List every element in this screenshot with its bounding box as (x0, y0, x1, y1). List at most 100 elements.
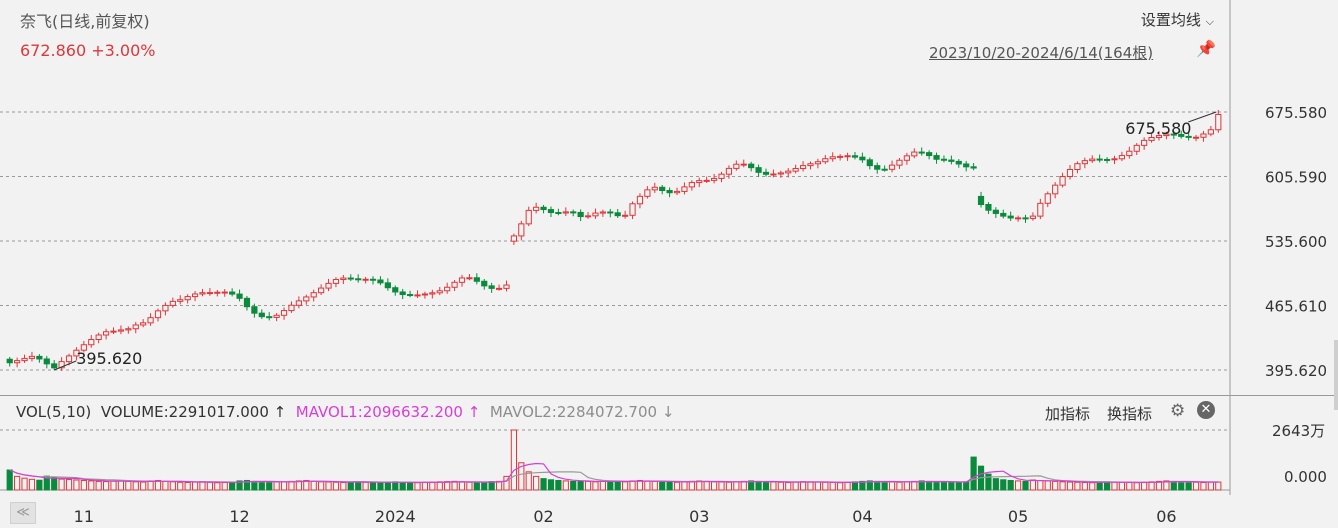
candle-body (770, 173, 777, 176)
candle-body (407, 294, 414, 297)
candle-body (703, 179, 710, 182)
volume-bar (1052, 480, 1059, 491)
volume-bar (1037, 479, 1044, 491)
switch-indicator-button[interactable]: 换指标 (1107, 405, 1153, 423)
candle-body (785, 170, 792, 174)
candle-body (80, 344, 87, 351)
candle-body (829, 156, 836, 160)
volume-bar (169, 481, 176, 491)
candle-body (310, 292, 317, 298)
candle-body (429, 292, 436, 295)
volume-bar (162, 480, 169, 491)
candle-body (362, 278, 369, 281)
ma-settings-button[interactable]: 设置均线 ⌵ (1141, 9, 1214, 30)
add-indicator-button[interactable]: 加指标 (1045, 405, 1091, 423)
candle-body (65, 355, 73, 363)
volume-bar (1163, 480, 1170, 491)
candle-body (177, 299, 184, 302)
candle-body (940, 158, 948, 161)
volume-bar (518, 462, 525, 491)
candle-body (229, 291, 236, 295)
candle-body (799, 165, 807, 169)
x-tick-label: 05 (1008, 507, 1028, 526)
volume-bar (703, 480, 710, 491)
close-icon[interactable]: ✕ (1197, 401, 1215, 419)
volume-bar (384, 481, 391, 491)
volume-bar (377, 482, 384, 491)
volume-bar (28, 478, 36, 491)
candle-body (421, 293, 429, 296)
volume-bar (473, 482, 480, 491)
volume-bar (1000, 479, 1007, 491)
volume-bar (1126, 482, 1133, 491)
volume-bar (266, 481, 273, 491)
volume-bar (1103, 481, 1111, 491)
x-tick-label: 02 (533, 507, 553, 526)
candle-body (169, 300, 176, 306)
volume-value: VOLUME:2291017.000 ↑ (100, 403, 287, 421)
price-quote: 672.860 +3.00% (20, 41, 156, 60)
volume-bar (933, 481, 940, 491)
candle-body (607, 211, 614, 214)
volume-bar (191, 481, 199, 491)
volume-bar (510, 429, 517, 491)
volume-bar (577, 480, 584, 491)
scroll-left-button[interactable]: ≪ (10, 502, 36, 524)
vertical-scrollbar[interactable] (1334, 340, 1338, 410)
mavol1-line (9, 462, 1219, 484)
candle-body (688, 182, 695, 188)
volume-bar (570, 480, 577, 491)
volume-bar (6, 469, 13, 491)
candle-body (822, 158, 829, 163)
candle-body (792, 167, 799, 172)
volume-bar (429, 481, 436, 491)
volume-bar (466, 481, 473, 491)
candle-body (266, 316, 273, 319)
candle-body (95, 334, 102, 341)
candle-body (1000, 212, 1007, 217)
volume-bar (540, 478, 547, 491)
pin-icon[interactable]: 📌 (1196, 39, 1216, 58)
volume-bar (1148, 481, 1155, 491)
volume-bar (88, 480, 95, 491)
volume-bar (21, 477, 28, 491)
volume-bar (881, 481, 888, 491)
candle-body (673, 190, 681, 194)
candle-body (1155, 135, 1163, 139)
candle-body (14, 360, 21, 364)
candle-body (926, 152, 933, 157)
high-annotation-label: 675.580 (1125, 119, 1191, 138)
candle-body (340, 277, 347, 281)
candle-body (458, 277, 466, 283)
volume-bar (1015, 480, 1022, 491)
candle-body (681, 186, 688, 192)
candle-body (1007, 215, 1014, 219)
volume-bar (288, 480, 295, 491)
volume-bar (985, 473, 992, 491)
candle-body (6, 358, 13, 364)
candle-body (125, 328, 132, 331)
volume-bar (1074, 481, 1081, 491)
volume-bar (792, 481, 799, 491)
candle-body (58, 361, 65, 369)
candle-body (332, 279, 340, 284)
candle-body (814, 161, 821, 165)
low-annotation-label: 395.620 (76, 349, 142, 368)
volume-bar (525, 471, 532, 491)
candle-body (525, 209, 532, 225)
volume-bar (814, 481, 821, 491)
candle-body (992, 209, 999, 214)
volume-bar (659, 481, 666, 491)
volume-bar (547, 479, 555, 491)
volume-bar (918, 480, 925, 491)
candle-body (206, 292, 213, 295)
gear-icon[interactable]: ⚙ (1170, 401, 1186, 421)
volume-bar (1029, 479, 1037, 491)
candle-body (533, 206, 540, 211)
volume-bar (243, 479, 251, 491)
date-range-link[interactable]: 2023/10/20-2024/6/14(164根) (929, 44, 1154, 62)
candle-body (562, 211, 569, 214)
volume-bar (733, 481, 740, 491)
volume-bar (14, 475, 21, 491)
volume-bar (95, 480, 102, 491)
